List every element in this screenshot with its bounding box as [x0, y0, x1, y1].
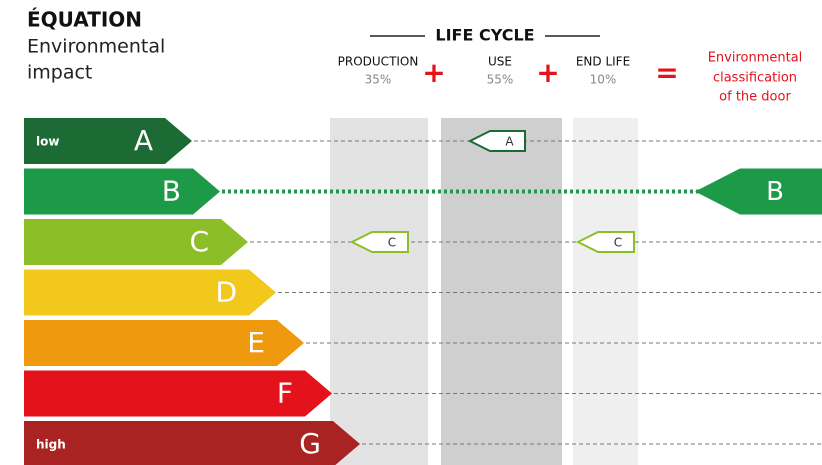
operator: =	[655, 56, 678, 89]
class-label: high	[36, 438, 66, 452]
operator: +	[422, 56, 445, 89]
class-bar	[24, 421, 360, 465]
class-letter: G	[299, 427, 321, 460]
stage-share: 35%	[365, 73, 392, 87]
stage-rating	[467, 130, 526, 152]
subtitle: Environmental	[27, 36, 165, 58]
class-letter: C	[189, 225, 209, 258]
stage-name: PRODUCTION	[338, 55, 419, 69]
class-bar	[24, 118, 192, 164]
class-bar	[24, 269, 276, 316]
stage-rating-letter: C	[388, 236, 396, 250]
class-letter: E	[247, 326, 265, 359]
class-letter: D	[215, 276, 237, 309]
stage-rating	[349, 231, 409, 253]
class-bar	[24, 320, 304, 366]
stage-name: USE	[488, 55, 512, 69]
operator: +	[536, 56, 559, 89]
result-label: Environmental	[708, 51, 803, 66]
class-letter: F	[277, 377, 293, 410]
result-label: classification	[713, 71, 797, 86]
result-rating	[695, 168, 822, 215]
stage-rating-letter: C	[614, 236, 622, 250]
class-bar	[24, 168, 220, 215]
class-bar	[24, 370, 332, 417]
end-life-column	[573, 118, 638, 465]
use-column	[441, 118, 562, 465]
production-column	[330, 118, 428, 465]
stage-share: 55%	[487, 73, 514, 87]
result-label: of the door	[719, 90, 791, 105]
stage-share: 10%	[590, 73, 617, 87]
class-label: low	[36, 135, 59, 149]
stage-rating	[575, 231, 635, 253]
life-cycle-title: LIFE CYCLE	[435, 26, 534, 45]
stage-name: END LIFE	[576, 55, 630, 69]
result-rating-letter: B	[766, 177, 784, 207]
title: ÉQUATION	[27, 8, 142, 32]
class-letter: A	[134, 124, 153, 157]
stage-rating-letter: A	[505, 135, 514, 149]
class-bar	[24, 219, 248, 265]
class-letter: B	[162, 175, 181, 208]
subtitle: impact	[27, 62, 92, 84]
